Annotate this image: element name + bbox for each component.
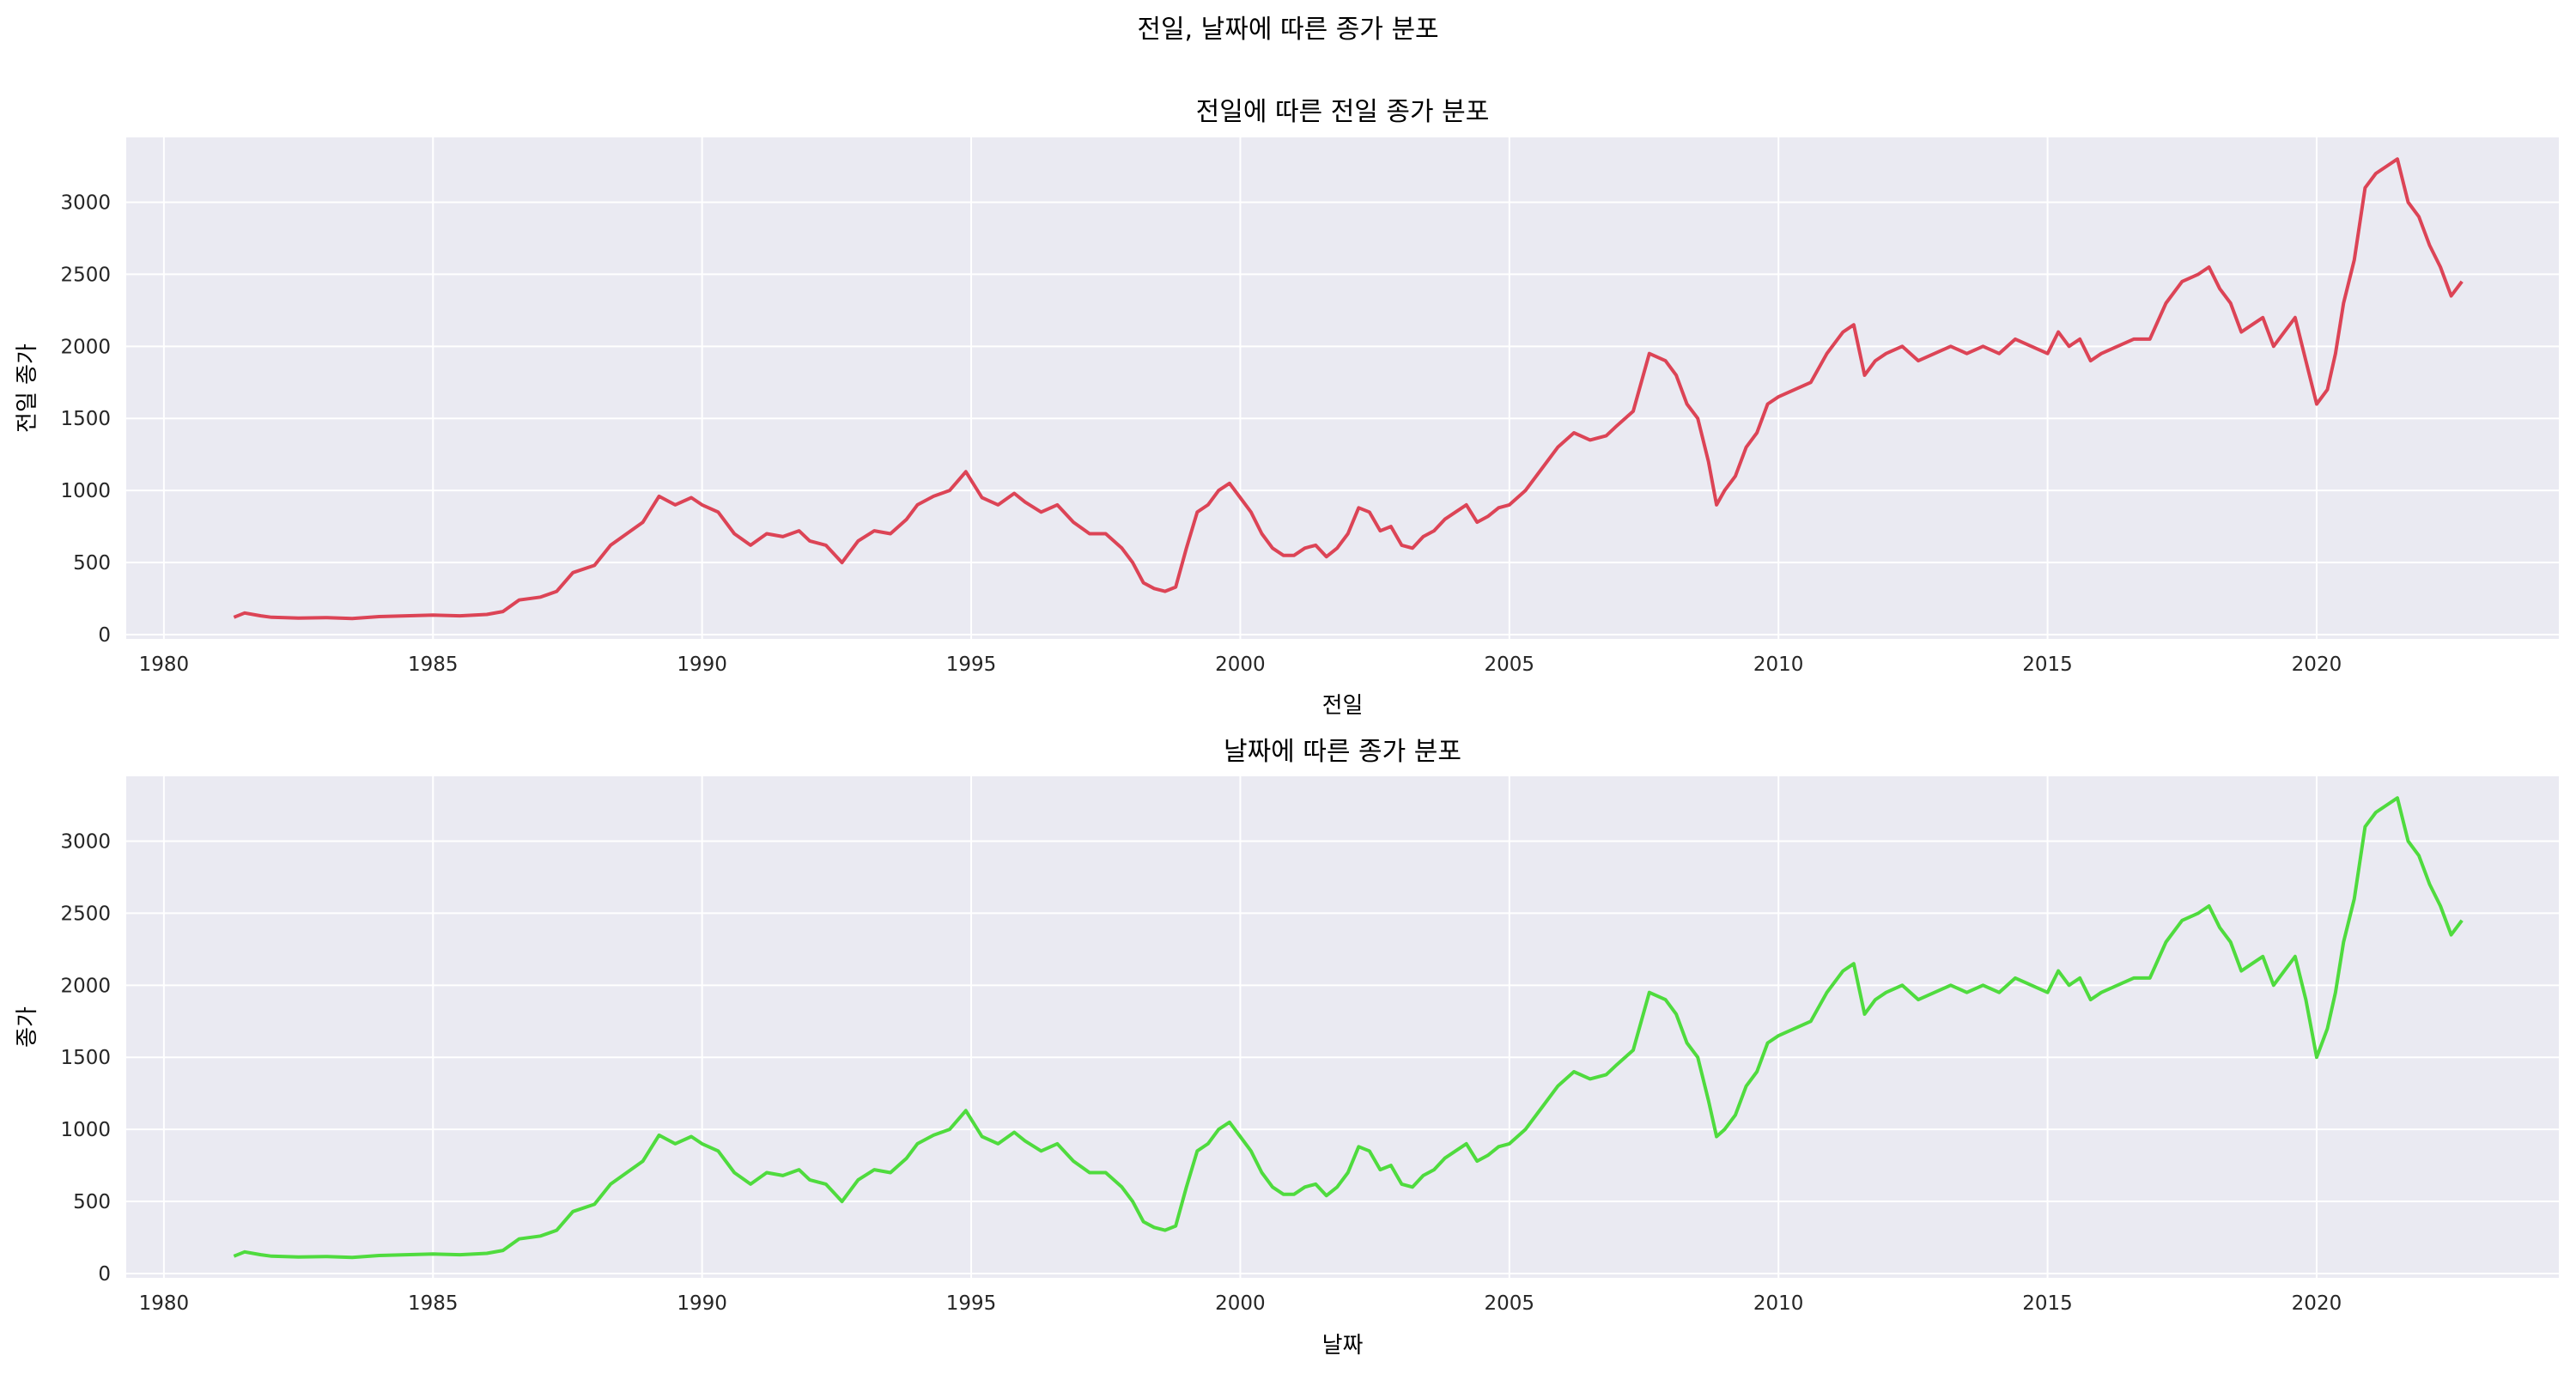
y-tick-label: 1500 [60, 1047, 111, 1069]
y-axis-label: 전일 종가 [15, 344, 40, 433]
x-tick-label: 1990 [677, 654, 727, 676]
x-tick-label: 2015 [2022, 1292, 2073, 1315]
plot-area [126, 776, 2559, 1278]
x-tick-label: 2020 [2292, 654, 2342, 676]
y-tick-label: 1000 [60, 480, 111, 502]
x-tick-label: 2010 [1753, 654, 1804, 676]
series-line [233, 157, 2464, 621]
y-tick-label: 0 [98, 1263, 111, 1286]
y-tick-label: 2500 [60, 903, 111, 925]
y-axis-label: 종가 [15, 1006, 40, 1048]
x-tick-label: 2020 [2292, 1292, 2342, 1315]
y-tick-label: 2500 [60, 264, 111, 286]
y-tick-label: 500 [73, 1191, 111, 1213]
y-tick-label: 500 [73, 552, 111, 575]
y-tick-label: 3000 [60, 192, 111, 215]
x-tick-label: 1980 [139, 1292, 190, 1315]
x-tick-label: 2000 [1215, 1292, 1266, 1315]
top-chart: 1980 1985 1990 1995 2000 2005 2010 2015 2020 0 500… [15, 97, 2559, 719]
x-axis-label: 날짜 [1322, 1333, 1364, 1359]
chart-title: 날짜에 따른 종가 분포 [1224, 737, 1461, 767]
x-tick-label: 1985 [408, 1292, 459, 1315]
x-tick-label: 2005 [1485, 654, 1535, 676]
x-tick-label: 2015 [2022, 654, 2073, 676]
x-tick-label: 1980 [139, 654, 190, 676]
y-tick-label: 3000 [60, 831, 111, 854]
x-tick-label: 2005 [1485, 1292, 1535, 1315]
y-tick-label: 2000 [60, 336, 111, 358]
chart-title: 전일에 따른 전일 종가 분포 [1196, 97, 1490, 127]
x-tick-label: 1995 [946, 654, 997, 676]
y-tick-label: 1000 [60, 1119, 111, 1141]
x-tick-label: 2010 [1753, 1292, 1804, 1315]
bottom-chart: 1980 1985 1990 1995 2000 2005 2010 2015 2020 0 500… [15, 737, 2559, 1359]
y-tick-label: 0 [98, 624, 111, 647]
figure-suptitle: 전일, 날짜에 따른 종가 분포 [1137, 15, 1438, 45]
x-tick-label: 2000 [1215, 654, 1266, 676]
plot-area [126, 137, 2559, 639]
x-tick-label: 1995 [946, 1292, 997, 1315]
series-line [233, 796, 2464, 1260]
x-tick-label: 1985 [408, 654, 459, 676]
y-tick-label: 1500 [60, 408, 111, 430]
x-tick-label: 1990 [677, 1292, 727, 1315]
x-axis-label: 전일 [1322, 693, 1364, 719]
y-tick-label: 2000 [60, 975, 111, 997]
